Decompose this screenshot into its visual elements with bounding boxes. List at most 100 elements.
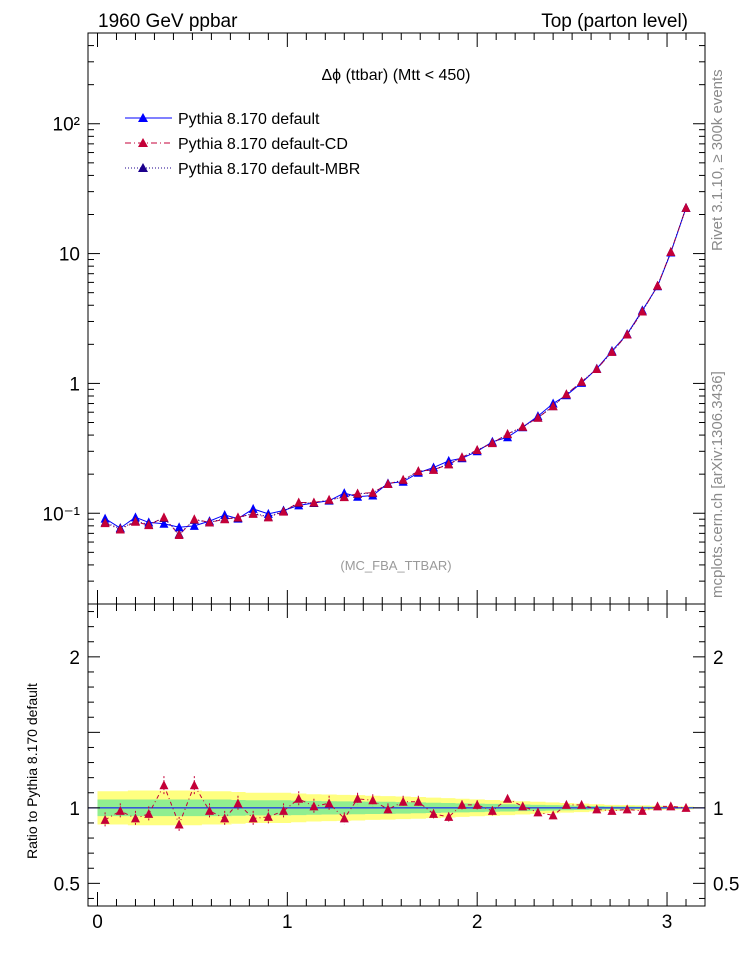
point-dashdot [100,518,110,528]
rivet-side-label: Rivet 3.1.10, ≥ 300k events [709,69,726,251]
axis-layer: 10⁻¹ 1 10 10² 0 1 2 3 0.5 0.5 1 1 2 2 [43,32,739,933]
ratio-ytick-label: 1 [69,799,80,820]
ratio-layer [88,776,705,833]
point-dashdot [666,246,676,256]
ratio-ytick-label: 0.5 [54,874,80,895]
mcplots-side-label: mcplots.cern.ch [arXiv:1306.3436] [709,371,726,598]
point-dashdot [220,514,230,524]
ratio-point [220,813,230,823]
legend-entry-default: Pythia 8.170 default [125,111,320,128]
point-dashdot [577,376,587,386]
ratio-point [294,793,304,803]
ratio-point [233,798,243,808]
main-ytick-label: 10⁻¹ [43,504,81,525]
ratio-point [115,805,125,815]
ratio-xtick-label: 3 [662,912,673,933]
point-dashdot [248,508,258,518]
point-dashdot [592,364,602,374]
ratio-point [592,804,602,814]
point-dashdot [115,524,125,534]
ratio-point [472,799,482,809]
ratio-point [413,796,423,806]
ratio-point [353,793,363,803]
ratio-point [339,813,349,823]
ratio-point [248,813,258,823]
point-dashdot [413,466,423,476]
legend-label-mbr: Pythia 8.170 default-MBR [178,161,360,178]
main-ytick-label: 10 [59,245,80,266]
point-solid [174,522,184,532]
ratio-xtick-label: 0 [92,912,103,933]
point-solid [159,518,169,528]
point-dashdot [309,497,319,507]
ratio-ytick-label: 2 [69,648,80,669]
main-layer [100,202,691,539]
frame-layer [87,32,706,907]
point-dashdot [383,478,393,488]
point-dashdot [368,487,378,497]
ratio-point [205,805,215,815]
ratio-xtick-label: 1 [282,912,293,933]
ratio-point [503,793,513,803]
main-ytick-label: 10² [53,115,80,136]
point-dashdot [457,452,467,462]
ratio-point [429,808,439,818]
legend-entry-mbr: Pythia 8.170 default-MBR [125,161,360,178]
ratio-xtick-label: 2 [472,912,483,933]
point-dashdot [159,512,169,522]
point-dashdot [294,497,304,507]
ratio-point [144,808,154,818]
point-dashdot [189,514,199,524]
header-right: Top (parton level) [541,11,688,32]
header-left: 1960 GeV ppbar [98,11,238,32]
ratio-point [279,805,289,815]
point-dashdot [607,346,617,356]
ratio-point [548,810,558,820]
point-dashdot [548,401,558,411]
ratio-point [398,796,408,806]
legend-entry-cd: Pythia 8.170 default-CD [125,136,348,153]
ratio-point [577,799,587,809]
legend-label-default: Pythia 8.170 default [178,111,320,128]
point-dashdot [353,488,363,498]
ratio-point [368,795,378,805]
ratio-ylabel: Ratio to Pythia 8.170 default [24,683,40,859]
ratio-point [159,780,169,790]
main-ytick-label: 1 [69,374,80,395]
ratio-point [637,805,647,815]
point-dashdot [205,517,215,527]
point-dashdot [263,512,273,522]
ratio-point [263,811,273,821]
legend-label-cd: Pythia 8.170 default-CD [178,136,348,153]
point-dashdot [279,506,289,516]
point-dashdot [518,421,528,431]
point-solid [189,520,199,530]
ratio-frame [87,603,706,907]
point-dashdot [622,329,632,339]
point-dashdot [130,516,140,526]
point-dashdot [503,428,513,438]
point-dashdot [637,306,647,316]
ratio-point [174,819,184,829]
point-dashdot [444,459,454,469]
point-dashdot [339,492,349,502]
point-dashdot [144,520,154,530]
point-dashdot [472,445,482,455]
ratio-point [487,805,497,815]
ratio-point [309,801,319,811]
legend: Pythia 8.170 default Pythia 8.170 defaul… [125,111,360,178]
ratio-point [666,801,676,811]
ratio-point [383,804,393,814]
series-line-dotted [104,207,687,535]
point-dashdot [533,412,543,422]
point-dashdot [398,474,408,484]
ratio-point [130,813,140,823]
watermark: (MC_FBA_TTBAR) [340,558,451,573]
ratio-point [518,801,528,811]
ratio-ytick-label-right: 1 [713,799,724,820]
ratio-point [533,807,543,817]
plot-title: Δϕ (ttbar) (Mtt < 450) [321,67,470,84]
ratio-point [607,805,617,815]
